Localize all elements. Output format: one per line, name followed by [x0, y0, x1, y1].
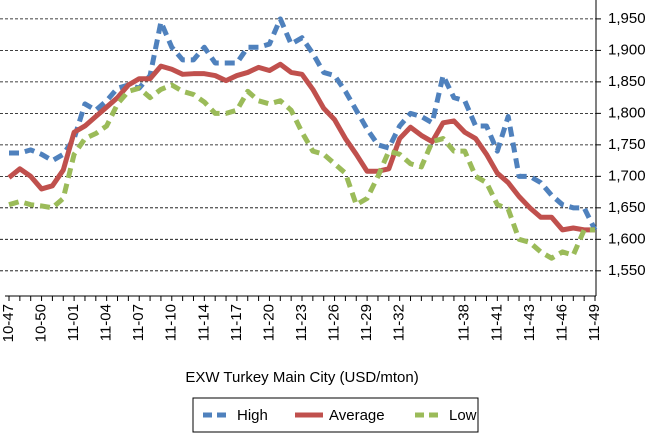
x-tick-label: 11-20: [260, 304, 277, 341]
y-tick-label: 1,800: [608, 104, 646, 121]
y-tick-label: 1,900: [608, 41, 646, 58]
y-tick-label: 1,850: [608, 73, 646, 90]
x-tick-label: 11-14: [195, 304, 212, 341]
x-tick-label: 10-47: [0, 304, 17, 342]
y-tick-label: 1,600: [608, 230, 646, 247]
x-axis-title: EXW Turkey Main City (USD/mton): [185, 369, 418, 386]
x-tick-label: 11-49: [586, 304, 603, 341]
x-tick-label: 11-41: [488, 304, 505, 341]
legend: High Average Low: [192, 397, 479, 433]
legend-label: Low: [449, 407, 477, 424]
x-tick-label: 11-46: [553, 304, 570, 341]
x-tick-label: 10-50: [33, 304, 50, 342]
x-tick-label: 11-38: [456, 304, 473, 341]
x-tick-label: 11-01: [65, 304, 82, 341]
x-tick-label: 11-17: [228, 304, 245, 341]
x-tick-label: 11-07: [130, 304, 147, 341]
x-tick-label: 11-26: [326, 304, 343, 341]
y-tick-label: 1,550: [608, 262, 646, 279]
series-line: [9, 16, 598, 231]
legend-label: High: [237, 407, 268, 424]
y-tick-label: 1,950: [608, 10, 646, 27]
legend-label: Average: [329, 407, 385, 424]
x-tick-label: 11-43: [521, 304, 538, 341]
x-tick-label: 11-32: [391, 304, 408, 341]
series-line: [7, 61, 595, 233]
x-tick-label: 11-23: [293, 304, 310, 341]
y-tick-label: 1,650: [608, 199, 646, 216]
series-line: [8, 82, 595, 261]
x-tick-label: 11-04: [98, 304, 115, 341]
y-tick-label: 1,750: [608, 136, 646, 153]
x-tick-label: 11-29: [358, 304, 375, 341]
y-tick-label: 1,700: [608, 167, 646, 184]
x-tick-label: 11-10: [163, 304, 180, 341]
